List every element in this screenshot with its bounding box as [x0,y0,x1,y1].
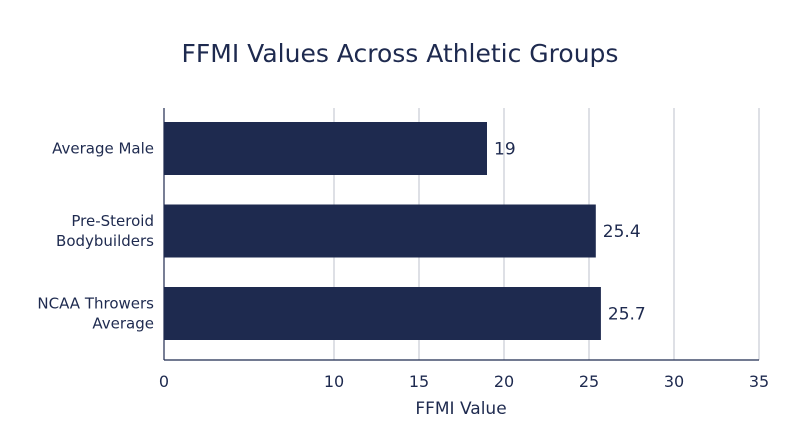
bars: 19 25.4 25.7 [164,122,646,340]
category-label: Bodybuilders [56,232,154,250]
category-label: Average Male [52,140,154,158]
category-label: Average [92,315,154,333]
bar [164,122,487,175]
category-label: NCAA Throwers [37,295,154,313]
data-label: 25.7 [608,305,646,325]
x-tick-label: 30 [664,372,684,391]
category-label: Pre-Steroid [71,212,154,230]
chart-title: FFMI Values Across Athletic Groups [182,39,619,68]
x-tick-label: 20 [494,372,514,391]
x-tick-label: 35 [749,372,769,391]
x-axis-label: FFMI Value [415,399,506,419]
x-tick-label: 10 [324,372,344,391]
x-tick-label: 15 [409,372,429,391]
category-labels: Average Male Pre-Steroid Bodybuilders NCAA … [37,140,154,333]
bar [164,204,596,258]
data-label: 19 [494,140,516,160]
x-tick-label: 0 [159,372,169,391]
data-label: 25.4 [603,222,641,242]
x-tick-labels: 0 10 15 20 25 30 35 [159,372,769,391]
x-tick-label: 25 [579,372,599,391]
bar [164,287,601,340]
